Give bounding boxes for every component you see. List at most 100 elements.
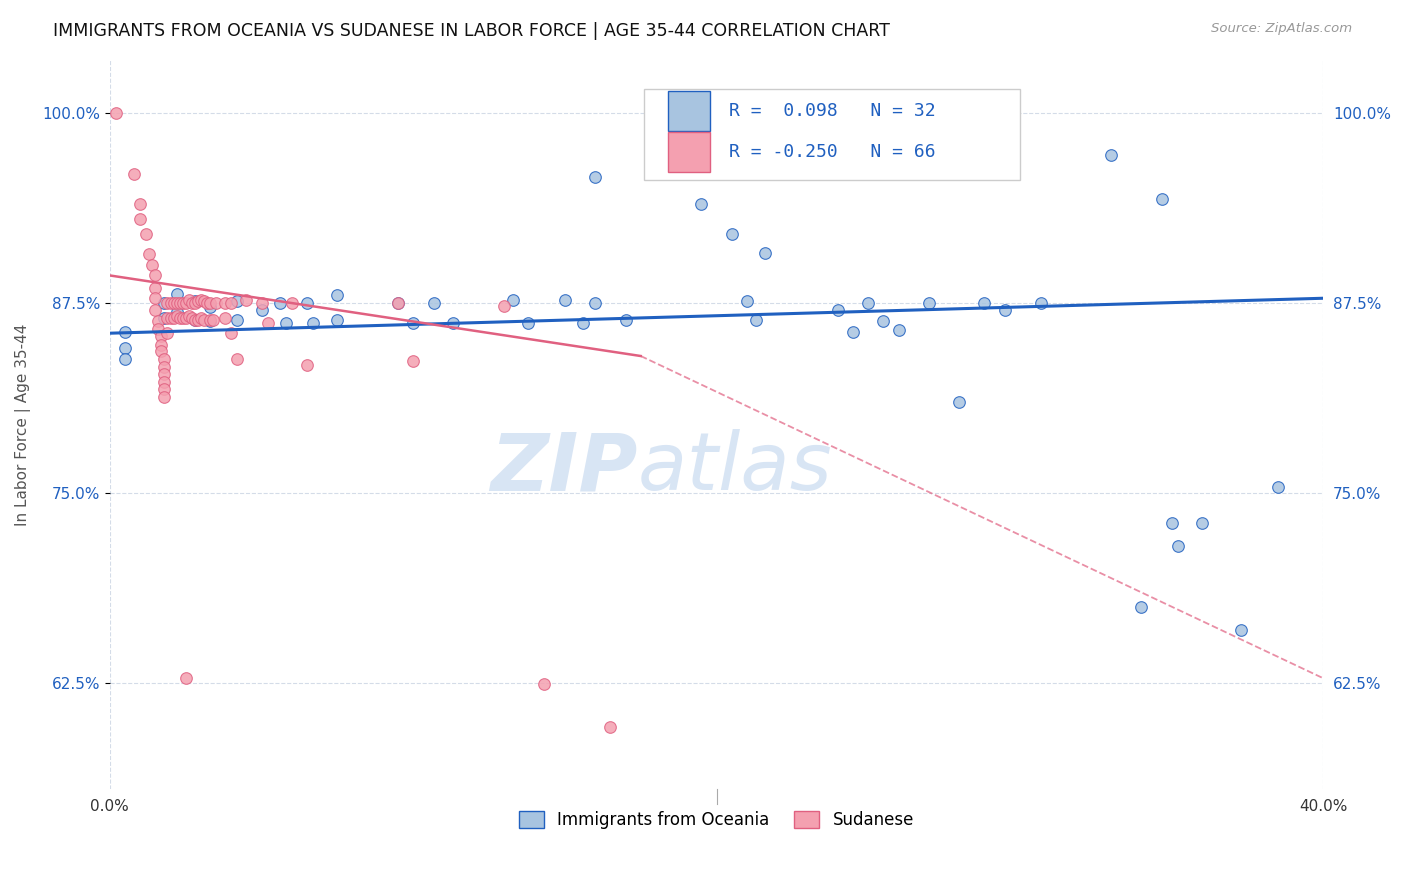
- Point: [948, 394, 970, 409]
- Point: [226, 294, 249, 309]
- Point: [153, 359, 176, 374]
- Point: [387, 295, 409, 310]
- Point: [114, 342, 136, 356]
- Point: [153, 352, 176, 367]
- Point: [1099, 148, 1122, 162]
- Point: [198, 312, 221, 326]
- Point: [138, 247, 160, 261]
- Point: [150, 344, 173, 359]
- Point: [326, 288, 349, 302]
- Point: [169, 311, 191, 326]
- Text: R = -0.250   N = 66: R = -0.250 N = 66: [728, 144, 935, 161]
- Point: [195, 295, 218, 310]
- Point: [599, 720, 621, 734]
- Point: [156, 295, 179, 310]
- Point: [572, 316, 595, 330]
- Point: [502, 293, 524, 307]
- Point: [159, 295, 181, 310]
- Point: [114, 352, 136, 367]
- Point: [842, 325, 865, 339]
- Point: [918, 295, 941, 310]
- Point: [494, 299, 516, 313]
- Point: [720, 227, 742, 242]
- Point: [198, 301, 221, 315]
- Point: [295, 358, 318, 372]
- Point: [402, 353, 425, 368]
- Point: [153, 368, 176, 382]
- Point: [441, 316, 464, 330]
- Point: [122, 167, 145, 181]
- Point: [180, 295, 202, 310]
- Point: [114, 325, 136, 339]
- Point: [827, 303, 849, 318]
- Point: [1031, 295, 1053, 310]
- Point: [156, 326, 179, 341]
- Point: [169, 295, 191, 310]
- Point: [174, 671, 197, 685]
- Point: [887, 323, 910, 337]
- Point: [156, 311, 179, 326]
- Point: [256, 316, 278, 330]
- Point: [190, 311, 212, 326]
- Point: [162, 311, 184, 326]
- Point: [690, 197, 713, 211]
- Point: [583, 295, 606, 310]
- Point: [148, 321, 170, 335]
- Point: [326, 312, 349, 326]
- Point: [583, 169, 606, 184]
- Point: [979, 105, 1001, 120]
- Point: [198, 314, 221, 328]
- Point: [402, 316, 425, 330]
- Point: [148, 314, 170, 328]
- Point: [1152, 193, 1174, 207]
- Point: [184, 312, 207, 326]
- Point: [387, 295, 409, 310]
- FancyBboxPatch shape: [644, 89, 1019, 180]
- Point: [129, 197, 152, 211]
- Point: [177, 310, 200, 324]
- Point: [184, 294, 207, 309]
- Point: [174, 311, 197, 326]
- Point: [141, 258, 163, 272]
- Point: [150, 329, 173, 343]
- Point: [193, 294, 215, 309]
- Point: [153, 383, 176, 397]
- Point: [129, 212, 152, 227]
- Point: [235, 293, 257, 307]
- Legend: Immigrants from Oceania, Sudanese: Immigrants from Oceania, Sudanese: [512, 804, 921, 836]
- Point: [1230, 623, 1253, 637]
- Point: [184, 312, 207, 326]
- Point: [533, 677, 555, 691]
- Point: [143, 303, 166, 318]
- Point: [187, 312, 209, 326]
- Point: [198, 295, 221, 310]
- Point: [143, 268, 166, 283]
- Point: [166, 305, 188, 319]
- Point: [274, 316, 297, 330]
- Point: [872, 314, 894, 328]
- Point: [1130, 599, 1153, 614]
- Text: Source: ZipAtlas.com: Source: ZipAtlas.com: [1212, 22, 1353, 36]
- Point: [295, 295, 318, 310]
- Point: [174, 295, 197, 310]
- Point: [153, 311, 176, 326]
- Text: IMMIGRANTS FROM OCEANIA VS SUDANESE IN LABOR FORCE | AGE 35-44 CORRELATION CHART: IMMIGRANTS FROM OCEANIA VS SUDANESE IN L…: [53, 22, 890, 40]
- Point: [166, 286, 188, 301]
- Point: [201, 312, 224, 326]
- Point: [250, 303, 273, 318]
- Point: [754, 245, 776, 260]
- Point: [1191, 516, 1213, 531]
- Point: [735, 294, 758, 309]
- Point: [143, 280, 166, 294]
- Point: [226, 352, 249, 367]
- Point: [104, 105, 127, 120]
- Point: [214, 311, 236, 326]
- Text: R =  0.098   N = 32: R = 0.098 N = 32: [728, 102, 935, 120]
- Point: [226, 312, 249, 326]
- Point: [162, 295, 184, 310]
- Point: [517, 316, 540, 330]
- Point: [994, 303, 1017, 318]
- Point: [858, 295, 880, 310]
- Point: [172, 295, 194, 310]
- Point: [1160, 516, 1182, 531]
